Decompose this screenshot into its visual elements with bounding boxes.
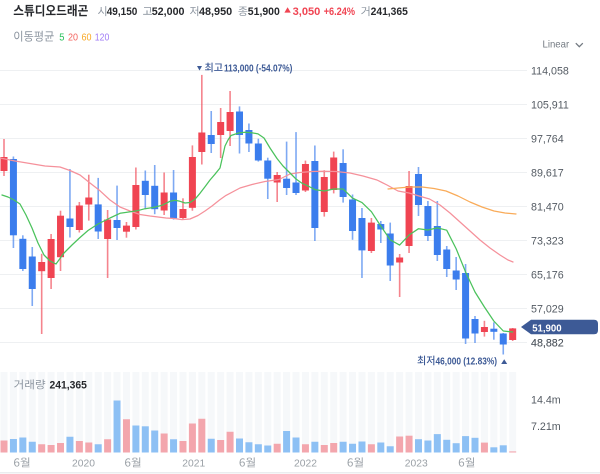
svg-text:81,470: 81,470 <box>531 201 564 213</box>
svg-text:2021: 2021 <box>182 458 205 469</box>
svg-text:113,000 (-54.07%): 113,000 (-54.07%) <box>224 63 292 74</box>
svg-text:120: 120 <box>95 32 109 44</box>
svg-text:+6.24%: +6.24% <box>324 7 355 19</box>
svg-text:3,050: 3,050 <box>293 6 321 18</box>
svg-text:57,029: 57,029 <box>531 303 564 315</box>
svg-text:2023: 2023 <box>405 458 428 469</box>
svg-text:49,150: 49,150 <box>107 6 138 19</box>
svg-text:65,176: 65,176 <box>531 269 564 281</box>
svg-text:51,900: 51,900 <box>248 6 280 18</box>
svg-text:48,882: 48,882 <box>531 337 564 349</box>
svg-text:7.21m: 7.21m <box>531 421 561 433</box>
svg-text:Linear: Linear <box>543 39 570 50</box>
svg-text:20: 20 <box>68 32 79 44</box>
svg-text:73,323: 73,323 <box>531 235 564 247</box>
svg-text:51,900: 51,900 <box>532 323 562 334</box>
svg-text:14.4m: 14.4m <box>531 394 561 406</box>
svg-text:105,911: 105,911 <box>531 99 569 111</box>
svg-text:60: 60 <box>82 32 93 44</box>
svg-text:89,617: 89,617 <box>531 167 564 179</box>
svg-text:48,950: 48,950 <box>199 6 232 18</box>
svg-text:241,365: 241,365 <box>50 379 87 391</box>
svg-text:46,000 (12.83%): 46,000 (12.83%) <box>436 356 498 367</box>
svg-text:5: 5 <box>59 32 65 44</box>
svg-text:2020: 2020 <box>72 458 95 469</box>
svg-text:2022: 2022 <box>294 458 317 469</box>
svg-text:241,365: 241,365 <box>371 6 408 18</box>
svg-text:97,764: 97,764 <box>531 133 564 145</box>
svg-text:48,882: 48,882 <box>531 337 564 349</box>
svg-text:114,058: 114,058 <box>531 65 569 77</box>
svg-text:52,000: 52,000 <box>152 6 185 18</box>
